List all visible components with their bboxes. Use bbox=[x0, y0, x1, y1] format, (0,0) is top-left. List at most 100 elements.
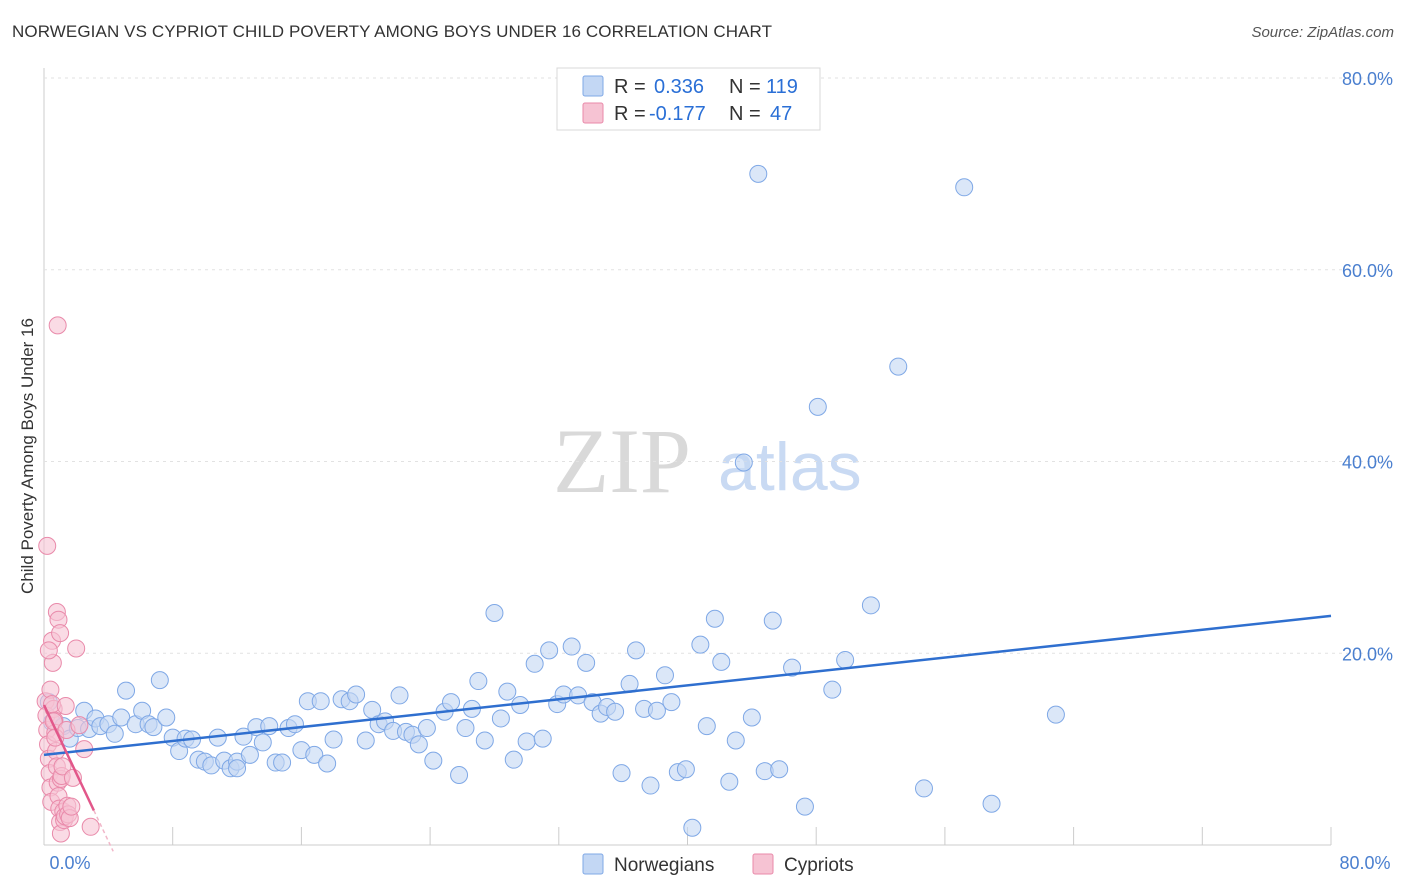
data-point bbox=[982, 794, 1001, 813]
data-point bbox=[783, 658, 802, 677]
data-point bbox=[475, 731, 494, 750]
data-point bbox=[726, 731, 745, 750]
y-axis-label: Child Poverty Among Boys Under 16 bbox=[18, 318, 37, 594]
data-point bbox=[795, 797, 814, 816]
series-norwegians bbox=[39, 164, 1065, 837]
bottom-legend-swatch-norwegians bbox=[582, 853, 604, 875]
data-point bbox=[577, 653, 596, 672]
bottom-legend-swatch-cypriots bbox=[752, 853, 774, 875]
chart-title: NORWEGIAN VS CYPRIOT CHILD POVERTY AMONG… bbox=[12, 22, 773, 41]
legend-swatch-cypriots bbox=[582, 102, 604, 124]
data-point bbox=[641, 776, 660, 795]
legend-swatch-norwegians bbox=[582, 75, 604, 97]
data-point bbox=[808, 397, 827, 416]
data-point bbox=[705, 609, 724, 628]
data-point bbox=[836, 650, 855, 669]
data-point bbox=[770, 760, 789, 779]
y-tick-label: 20.0% bbox=[1342, 644, 1393, 664]
data-point bbox=[533, 729, 552, 748]
data-point bbox=[285, 715, 304, 734]
data-point bbox=[491, 709, 510, 728]
data-point bbox=[914, 779, 933, 798]
data-point bbox=[720, 772, 739, 791]
data-point bbox=[150, 671, 169, 690]
data-point bbox=[655, 666, 674, 685]
data-point bbox=[627, 641, 646, 660]
data-point bbox=[117, 681, 136, 700]
data-point bbox=[318, 754, 337, 773]
data-point bbox=[683, 818, 702, 837]
data-point bbox=[48, 316, 67, 335]
data-point bbox=[742, 708, 761, 727]
data-point bbox=[955, 178, 974, 197]
data-point bbox=[647, 701, 666, 720]
legend-r-value-1: 0.336 bbox=[654, 76, 704, 98]
data-point bbox=[1046, 705, 1065, 724]
data-point bbox=[525, 654, 544, 673]
data-point bbox=[105, 724, 124, 743]
data-point bbox=[697, 717, 716, 736]
data-point bbox=[442, 693, 461, 712]
data-point bbox=[38, 536, 57, 555]
trend-line bbox=[42, 704, 96, 812]
legend-n-label-1: N = bbox=[729, 76, 761, 98]
data-point bbox=[691, 635, 710, 654]
data-point bbox=[228, 759, 247, 778]
source-label: Source: ZipAtlas.com bbox=[1251, 24, 1394, 41]
data-point bbox=[749, 164, 768, 183]
data-point bbox=[456, 719, 475, 738]
data-point bbox=[409, 735, 428, 754]
x-tick-label-max: 80.0% bbox=[1339, 853, 1390, 873]
data-point bbox=[450, 766, 469, 785]
data-point bbox=[417, 719, 436, 738]
data-point bbox=[356, 731, 375, 750]
legend-n-value-2: 47 bbox=[770, 103, 792, 125]
data-point bbox=[324, 730, 343, 749]
y-tick-label: 80.0% bbox=[1342, 69, 1393, 89]
x-tick-label-min: 0.0% bbox=[49, 853, 90, 873]
data-point bbox=[612, 764, 631, 783]
data-point bbox=[81, 817, 100, 836]
trend-line bbox=[43, 614, 1332, 757]
data-point bbox=[347, 685, 366, 704]
data-point bbox=[253, 733, 272, 752]
data-point bbox=[67, 639, 86, 658]
correlation-legend: R = 0.336 N = 119 R = -0.177 N = 47 bbox=[556, 67, 821, 131]
watermark-zip: ZIP bbox=[553, 410, 691, 512]
data-point bbox=[861, 596, 880, 615]
y-tick-label: 40.0% bbox=[1342, 453, 1393, 473]
data-point bbox=[311, 692, 330, 711]
data-point bbox=[390, 686, 409, 705]
bottom-legend-label-cypriots: Cypriots bbox=[784, 855, 854, 876]
data-point bbox=[662, 693, 681, 712]
gridlines bbox=[44, 77, 1392, 654]
series-legend: Norwegians Cypriots bbox=[582, 853, 854, 876]
data-point bbox=[823, 680, 842, 699]
trendlines bbox=[42, 614, 1332, 852]
x-ticks bbox=[172, 827, 1332, 845]
data-point bbox=[305, 745, 324, 764]
legend-r-value-2: -0.177 bbox=[649, 103, 706, 125]
data-point bbox=[606, 702, 625, 721]
data-point bbox=[889, 357, 908, 376]
data-point bbox=[53, 757, 72, 776]
data-point bbox=[240, 745, 259, 764]
data-point bbox=[485, 603, 504, 622]
trend-line-extension bbox=[93, 810, 114, 852]
data-point bbox=[562, 637, 581, 656]
legend-r-label-2: R = bbox=[614, 103, 646, 125]
data-point bbox=[144, 718, 163, 737]
y-tick-label: 60.0% bbox=[1342, 261, 1393, 281]
data-point bbox=[504, 750, 523, 769]
data-point bbox=[712, 652, 731, 671]
data-point bbox=[70, 716, 89, 735]
legend-r-label-1: R = bbox=[614, 76, 646, 98]
data-point bbox=[763, 611, 782, 630]
data-point bbox=[273, 753, 292, 772]
y-tick-labels: 20.0% 40.0% 60.0% 80.0% bbox=[1342, 69, 1393, 664]
series-cypriots bbox=[36, 316, 100, 843]
data-point bbox=[62, 797, 81, 816]
legend-n-value-1: 119 bbox=[766, 76, 798, 98]
bottom-legend-label-norwegians: Norwegians bbox=[614, 855, 714, 876]
